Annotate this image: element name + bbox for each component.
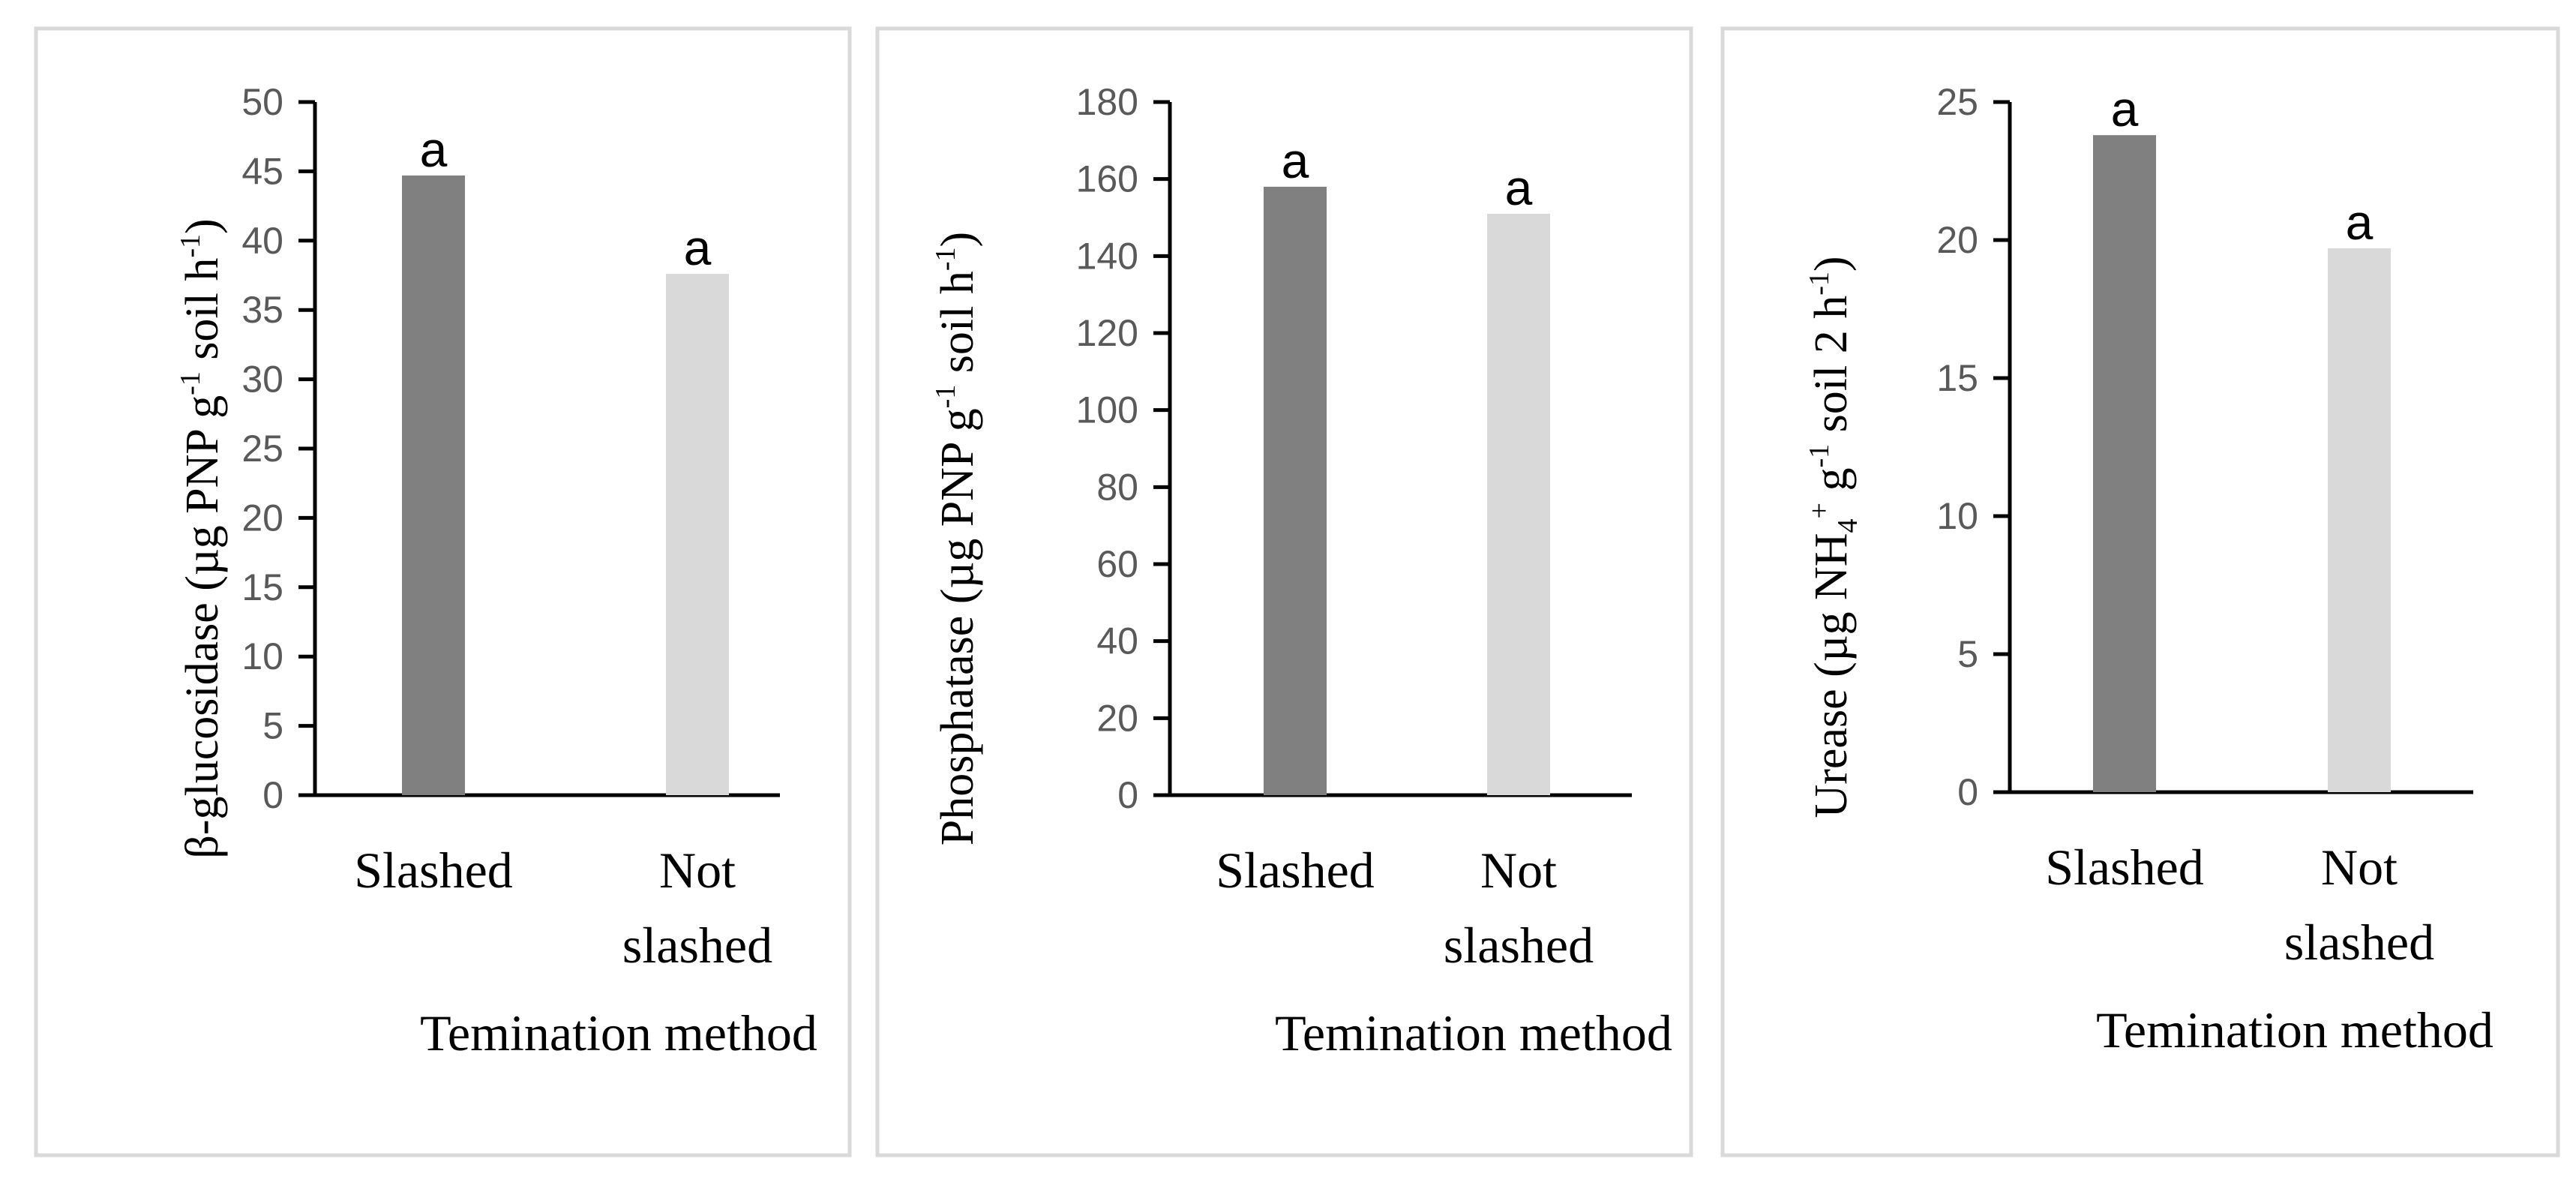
y-tick-label: 0 xyxy=(262,774,283,816)
y-axis-title: Phosphatase (µg PNP g-1 soil h-1) xyxy=(930,232,983,845)
y-tick-label: 120 xyxy=(1076,312,1138,354)
y-tick-label: 25 xyxy=(241,428,283,470)
y-tick-label: 30 xyxy=(241,359,283,401)
significance-letter: a xyxy=(1505,160,1533,215)
significance-letter: a xyxy=(1282,133,1309,188)
y-tick-label: 160 xyxy=(1076,158,1138,200)
bar-slashed xyxy=(2093,135,2156,792)
panel-frame xyxy=(34,26,852,1157)
x-axis-title: Temination method xyxy=(2096,1001,2494,1058)
bar-not-slashed xyxy=(666,274,729,796)
y-tick-label: 40 xyxy=(1096,620,1138,662)
bar-slashed xyxy=(402,175,465,796)
category-label: Slashed xyxy=(2045,839,2204,896)
y-tick-label: 180 xyxy=(1076,81,1138,123)
y-tick-label: 15 xyxy=(1936,357,1978,399)
category-label: Not xyxy=(2321,839,2398,896)
y-tick-label: 50 xyxy=(241,81,283,123)
y-tick-label: 20 xyxy=(1936,219,1978,261)
category-label: Not xyxy=(1480,842,1557,899)
y-tick-label: 15 xyxy=(241,566,283,608)
bar-slashed xyxy=(1264,186,1327,795)
y-tick-label: 140 xyxy=(1076,235,1138,277)
y-tick-label: 5 xyxy=(1957,633,1978,675)
chart-panel-2: 0 20 40 60 80 100 120 140 160 180 a Slashed a Not slas… xyxy=(875,26,1693,1157)
y-tick-label: 40 xyxy=(241,220,283,262)
y-tick-label: 45 xyxy=(241,150,283,192)
y-tick-label: 10 xyxy=(241,635,283,677)
panel-frame xyxy=(875,26,1693,1157)
y-tick-label: 20 xyxy=(241,497,283,539)
y-tick-label: 60 xyxy=(1096,543,1138,585)
bar-not-slashed xyxy=(1487,213,1550,795)
category-label: Slashed xyxy=(1216,842,1375,899)
chart-panel-3: 0 5 10 15 20 25 a Slashed a Not slashed Temination … xyxy=(1720,26,2560,1157)
significance-letter: a xyxy=(420,122,448,177)
significance-letter: a xyxy=(2111,81,2139,137)
chart-panel-1: 0 5 10 15 20 25 30 35 40 45 50 a Slashed a Not slashed T… xyxy=(34,26,852,1157)
y-tick-label: 80 xyxy=(1096,466,1138,508)
category-label: Slashed xyxy=(354,842,513,899)
category-label: slashed xyxy=(622,917,772,974)
y-axis-title: β-glucosidase (µg PNP g-1 soil h-1) xyxy=(175,218,228,858)
y-axis-title: Urease (µg NH4+ g-1 soil 2 h-1) xyxy=(1804,256,1864,818)
significance-letter: a xyxy=(2346,194,2374,250)
category-label: slashed xyxy=(2284,914,2434,971)
y-tick-label: 5 xyxy=(262,705,283,747)
y-tick-label: 0 xyxy=(1117,774,1138,816)
category-label: slashed xyxy=(1444,917,1594,974)
y-tick-label: 35 xyxy=(241,289,283,331)
x-axis-title: Temination method xyxy=(1275,1004,1672,1061)
y-tick-label: 100 xyxy=(1076,389,1138,431)
bar-not-slashed xyxy=(2328,248,2391,792)
y-tick-label: 25 xyxy=(1936,81,1978,123)
significance-letter: a xyxy=(684,220,712,275)
category-label: Not xyxy=(659,842,736,899)
y-tick-label: 10 xyxy=(1936,495,1978,537)
panel-frame xyxy=(1720,26,2560,1157)
y-tick-label: 0 xyxy=(1957,771,1978,813)
x-axis-title: Temination method xyxy=(420,1004,817,1061)
y-tick-label: 20 xyxy=(1096,697,1138,739)
